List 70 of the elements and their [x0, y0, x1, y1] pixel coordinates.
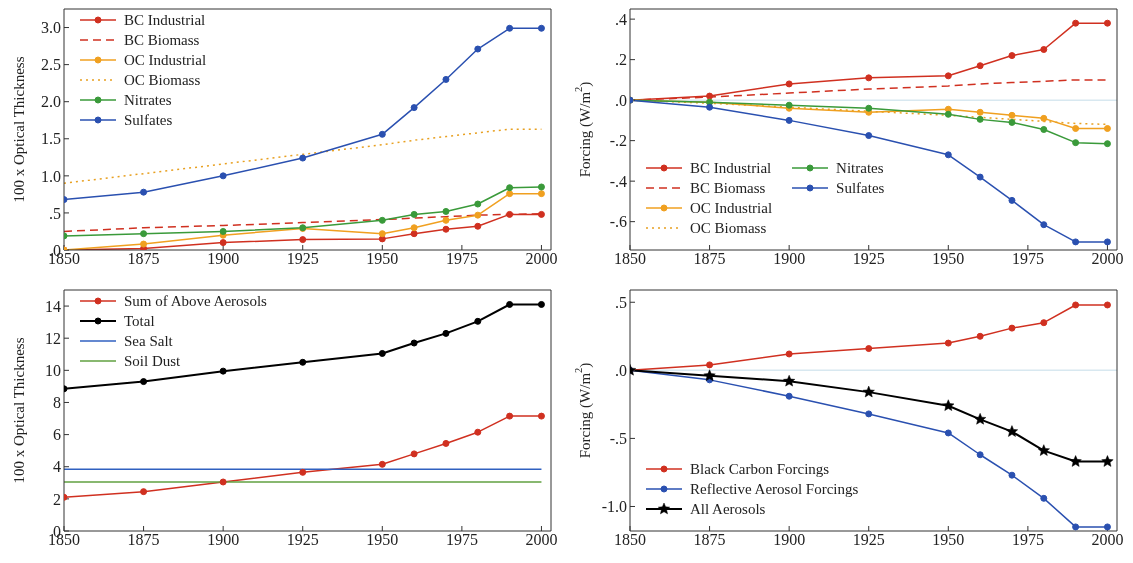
y-tick-label: 14 [45, 297, 61, 315]
y-tick-label: .0 [615, 362, 627, 380]
legend-label: OC Industrial [690, 199, 773, 218]
y-tick-label: 12 [45, 329, 61, 347]
legend-label: Total [124, 312, 155, 331]
x-tick-label: 1950 [366, 250, 399, 268]
y-tick-label: -1.0 [601, 498, 627, 516]
x-tick-label: 1900 [207, 250, 240, 268]
legend-label: Sulfates [124, 111, 173, 130]
legend-label: BC Industrial [690, 159, 772, 178]
y-tick-label: 2 [53, 490, 61, 508]
y-tick-label: 1.0 [41, 167, 61, 185]
x-tick-label: 1925 [852, 531, 885, 549]
y-tick-label: .0 [615, 91, 627, 109]
x-tick-label: 1875 [693, 531, 726, 549]
legend-label: BC Industrial [124, 11, 206, 30]
y-tick-label: .5 [615, 293, 627, 311]
x-tick-label: 1925 [852, 250, 885, 268]
x-tick-label: 1875 [127, 531, 160, 549]
legend-label: OC Biomass [124, 71, 201, 90]
y-tick-label: -.5 [609, 430, 627, 448]
legend-label: Reflective Aerosol Forcings [690, 480, 859, 499]
x-tick-label: 1950 [932, 250, 965, 268]
x-tick-label: 1850 [614, 250, 646, 268]
x-tick-label: 1925 [286, 531, 319, 549]
legend-label: Nitrates [124, 91, 172, 110]
x-tick-label: 1975 [445, 531, 478, 549]
legend-label: Nitrates [836, 159, 884, 178]
x-tick-label: 1975 [1011, 250, 1044, 268]
x-tick-label: 2000 [1091, 250, 1124, 268]
legend-label: Black Carbon Forcings [690, 460, 830, 479]
y-axis-title: 100 x Optical Thickness [11, 56, 28, 203]
x-tick-label: 2000 [1091, 531, 1124, 549]
x-tick-label: 2000 [525, 531, 558, 549]
y-tick-label: 8 [53, 394, 61, 412]
y-tick-label: 2.0 [41, 93, 61, 111]
y-tick-label: -.6 [609, 213, 627, 231]
x-tick-label: 2000 [525, 250, 558, 268]
x-tick-label: 1875 [693, 250, 726, 268]
y-tick-label: .2 [615, 51, 627, 69]
legend-label: All Aerosols [690, 500, 766, 519]
x-tick-label: 1925 [286, 250, 319, 268]
legend-label: OC Industrial [124, 51, 207, 70]
x-tick-label: 1950 [366, 531, 399, 549]
y-tick-label: -.4 [609, 172, 627, 190]
y-tick-label: 2.5 [41, 56, 61, 74]
x-tick-label: 1900 [207, 531, 240, 549]
y-axis-title: 100 x Optical Thickness [11, 337, 28, 484]
y-tick-label: 6 [53, 426, 61, 444]
x-tick-label: 1975 [445, 250, 478, 268]
legend-label: BC Biomass [124, 31, 200, 50]
x-tick-label: 1950 [932, 531, 965, 549]
legend-label: Sulfates [836, 179, 885, 198]
x-tick-label: 1900 [773, 250, 806, 268]
legend-label: Soil Dust [124, 352, 181, 371]
y-tick-label: 10 [45, 362, 61, 380]
legend-label: Sum of Above Aerosols [124, 292, 267, 311]
x-tick-label: 1975 [1011, 531, 1044, 549]
x-tick-label: 1850 [614, 531, 646, 549]
y-tick-label: 4 [53, 458, 61, 476]
y-tick-label: -.2 [609, 132, 627, 150]
y-tick-label: 1.5 [41, 130, 61, 148]
y-tick-label: .5 [49, 204, 61, 222]
y-tick-label: 3.0 [41, 19, 61, 37]
legend-label: Sea Salt [124, 332, 173, 351]
x-tick-label: 1875 [127, 250, 160, 268]
legend-label: OC Biomass [690, 219, 767, 238]
x-tick-label: 1900 [773, 531, 806, 549]
legend-label: BC Biomass [690, 179, 766, 198]
y-tick-label: .4 [615, 10, 627, 28]
